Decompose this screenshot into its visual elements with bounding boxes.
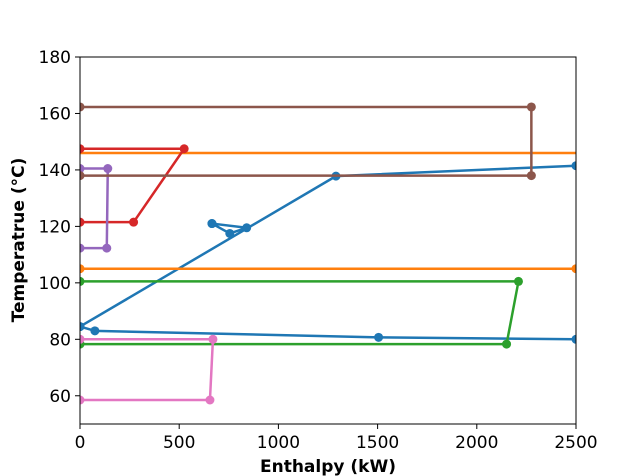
series-layer (80, 102, 576, 405)
data-point (179, 144, 189, 154)
x-tick-label: 2500 (554, 433, 597, 453)
y-tick-label: 80 (49, 330, 71, 350)
y-tick-label: 100 (39, 274, 71, 294)
data-point (208, 334, 218, 344)
series-line (211, 222, 248, 235)
x-tick-label: 0 (75, 433, 86, 453)
data-point (90, 326, 100, 336)
y-axis-label: Temperatrue (°C) (9, 158, 29, 323)
data-point (80, 322, 85, 332)
data-point (80, 264, 85, 274)
series-line (80, 147, 186, 224)
data-point (80, 243, 85, 253)
y-tick-label: 140 (39, 161, 71, 181)
series-8 (80, 164, 113, 253)
data-point (103, 164, 113, 174)
data-point (571, 161, 576, 171)
y-tick-label: 160 (39, 104, 71, 124)
plot-frame (79, 56, 577, 425)
data-point (80, 171, 85, 181)
series-line (80, 280, 520, 346)
data-point (129, 217, 139, 227)
data-point (80, 395, 85, 405)
data-point (207, 219, 217, 229)
y-tick-label: 60 (49, 387, 71, 407)
data-point (513, 276, 523, 286)
series-6 (80, 276, 523, 349)
x-tick-label: 500 (163, 433, 195, 453)
data-point (526, 102, 536, 112)
data-point (502, 339, 512, 349)
y-tick-label: 180 (39, 48, 71, 68)
series-line (80, 105, 533, 177)
series-line (80, 325, 576, 341)
series-3 (80, 322, 576, 344)
series-7 (80, 144, 189, 227)
data-point (80, 334, 85, 344)
x-axis: 0 500 1000 1500 2000 2500 (75, 424, 598, 453)
series-line (80, 167, 110, 250)
y-axis: 60 80 100 120 140 160 180 (39, 48, 80, 407)
x-axis-label: Enthalpy (kW) (260, 457, 396, 476)
data-point (225, 228, 235, 238)
data-point (80, 217, 85, 227)
x-tick-label: 1000 (257, 433, 300, 453)
series-10 (80, 334, 218, 405)
data-point (571, 264, 576, 274)
x-tick-label: 2000 (455, 433, 498, 453)
data-point (80, 102, 85, 112)
data-point (205, 395, 215, 405)
data-point (374, 332, 384, 342)
data-point (80, 144, 85, 154)
y-tick-label: 120 (39, 217, 71, 237)
data-point (242, 223, 252, 233)
data-point (80, 164, 85, 174)
series-9 (80, 102, 536, 181)
series-line (80, 338, 215, 402)
series-2 (207, 219, 252, 238)
series-5 (80, 264, 576, 274)
data-point (80, 276, 85, 286)
x-tick-label: 1500 (356, 433, 399, 453)
data-point (571, 334, 576, 344)
data-point (526, 171, 536, 181)
data-point (102, 243, 112, 253)
series-1 (80, 161, 576, 332)
